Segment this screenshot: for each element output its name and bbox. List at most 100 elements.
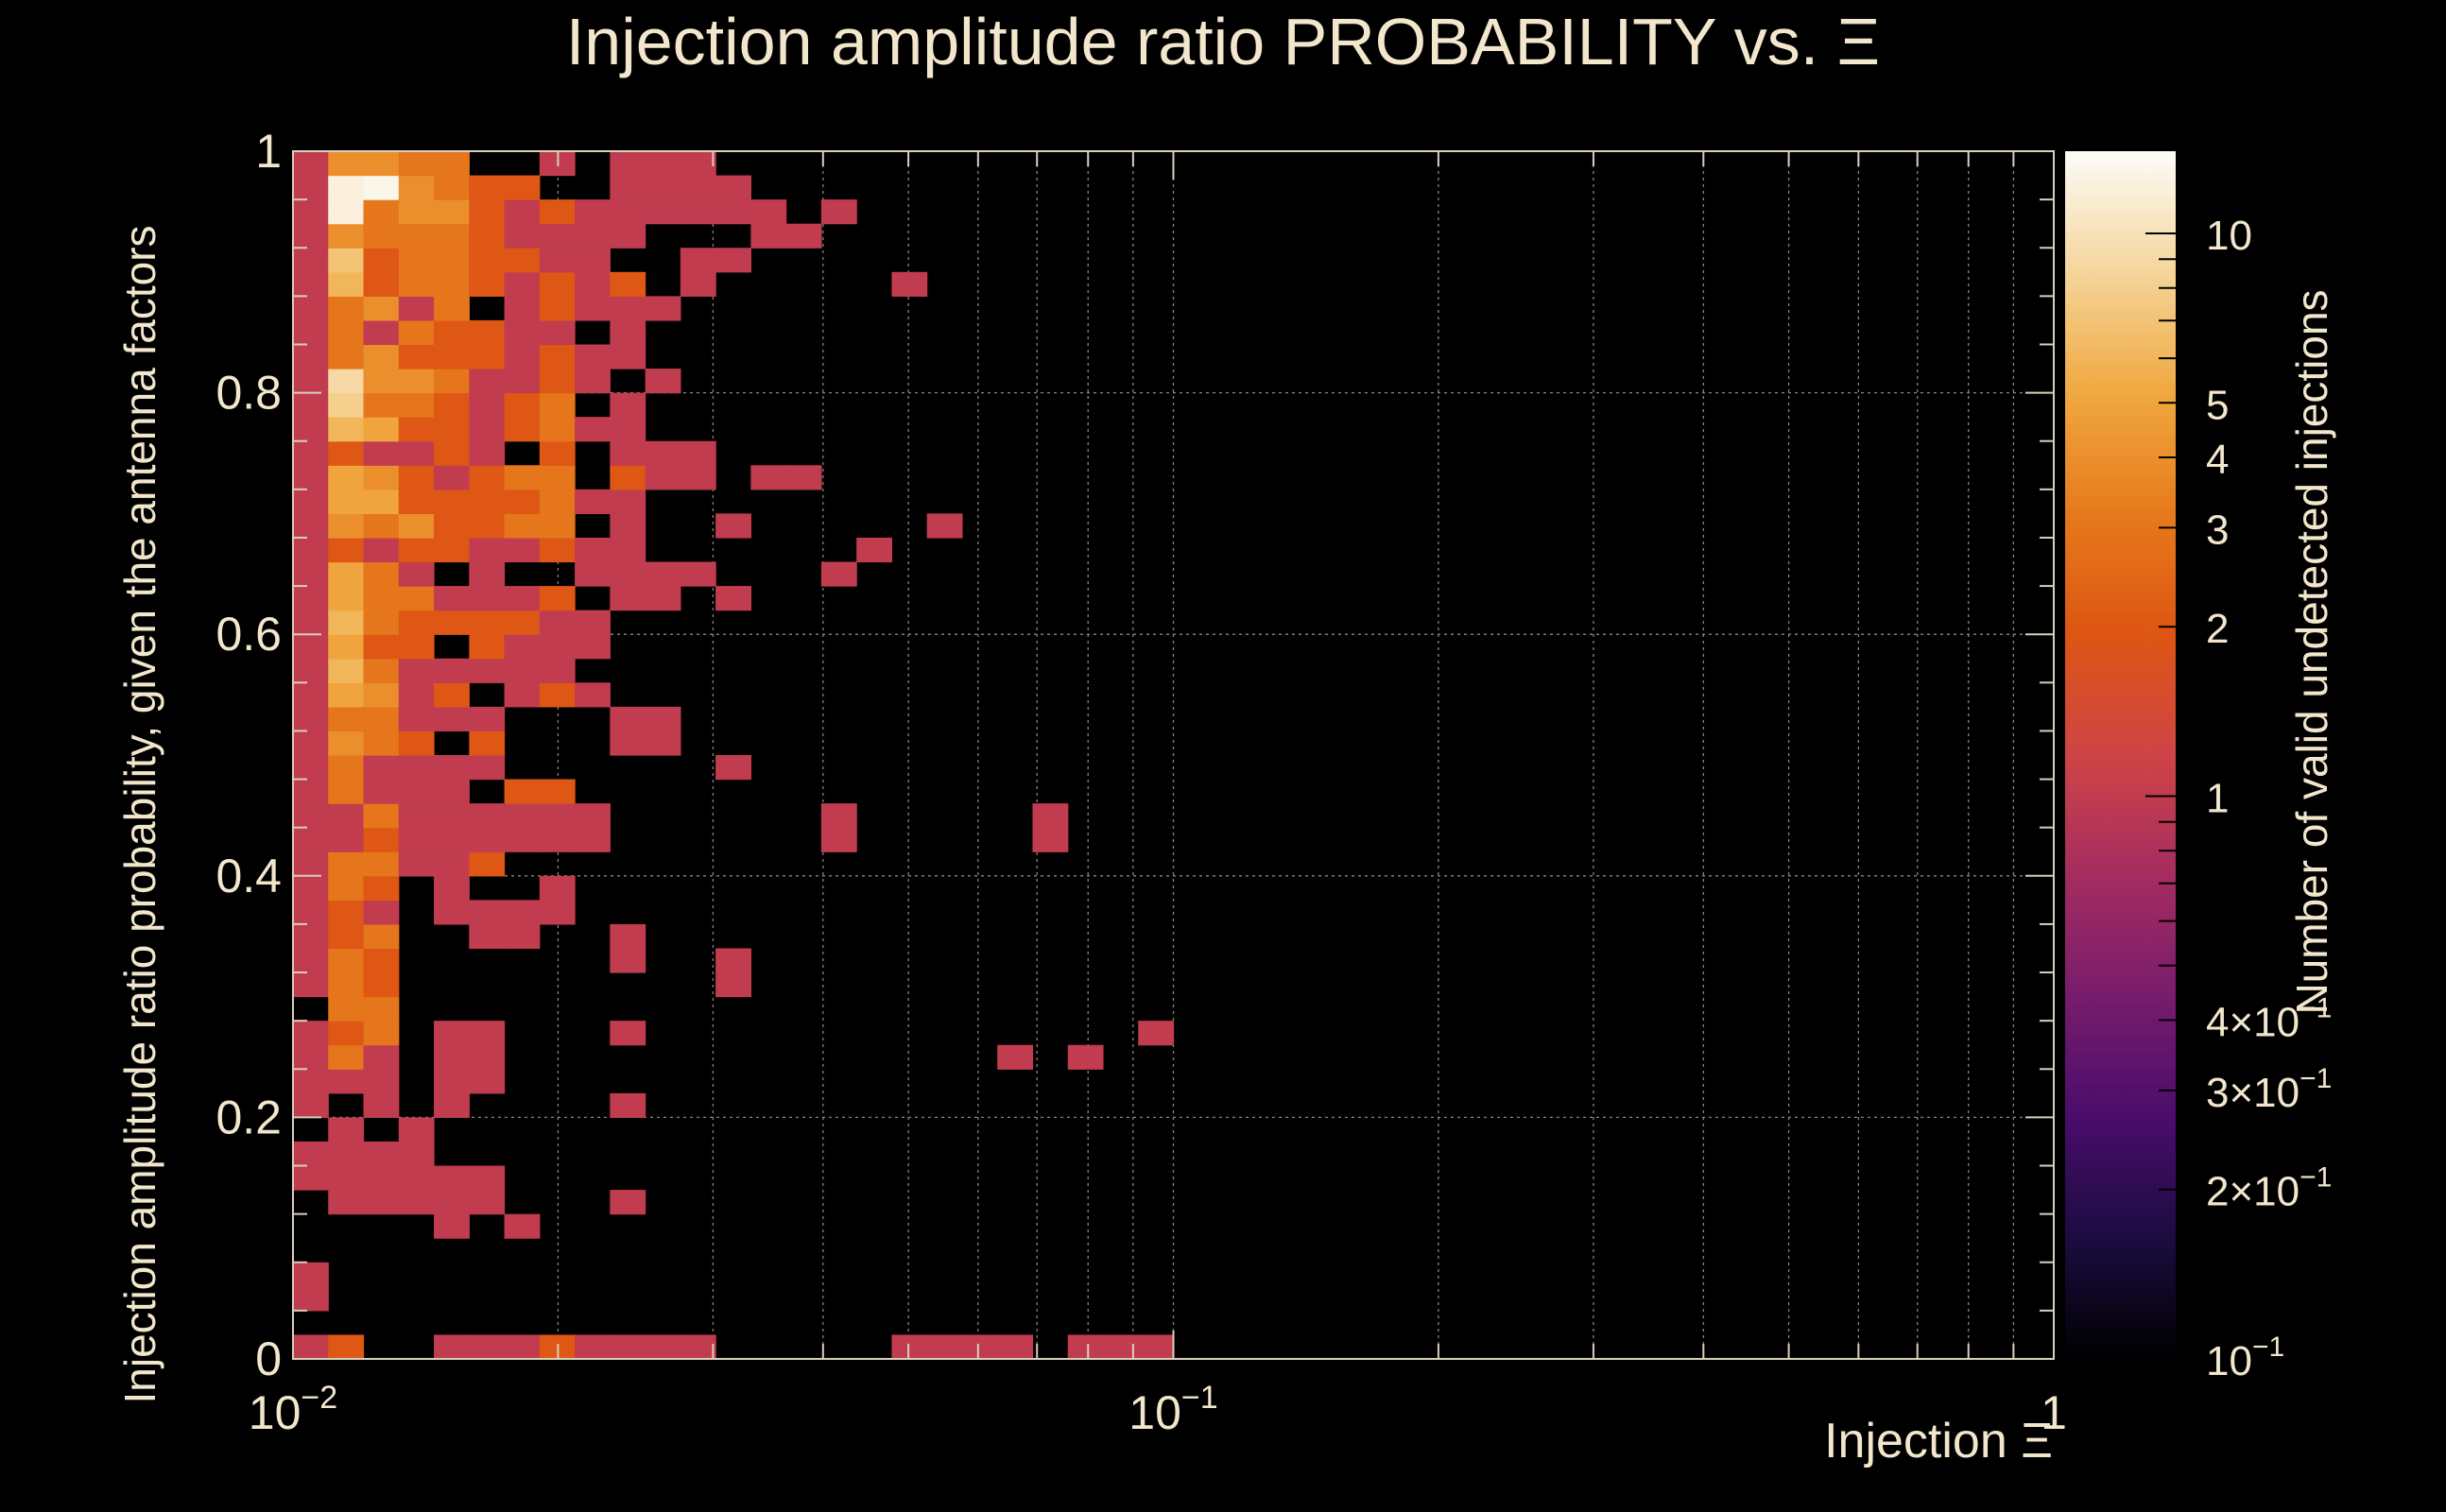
heatmap-cells xyxy=(293,151,1175,1360)
heatmap-cell xyxy=(610,1190,646,1215)
heatmap-cell xyxy=(293,803,329,829)
heatmap-cell xyxy=(469,586,506,611)
color-scale-tick-label: 2 xyxy=(2206,606,2229,652)
heatmap-cell xyxy=(610,223,646,249)
heatmap-cell xyxy=(575,489,611,514)
heatmap-cell xyxy=(504,223,541,249)
heatmap-cell xyxy=(363,1044,400,1070)
heatmap-cell xyxy=(328,369,365,394)
heatmap-cell xyxy=(293,392,329,418)
heatmap-cell xyxy=(434,248,470,273)
heatmap-cell xyxy=(504,392,541,418)
heatmap-cell xyxy=(328,1141,365,1167)
heatmap-cell xyxy=(610,948,646,973)
heatmap-cell xyxy=(997,1334,1034,1360)
chart-title: Injection amplitude ratio PROBABILITY vs… xyxy=(566,5,1880,78)
heatmap-cell xyxy=(363,779,400,804)
heatmap-cell xyxy=(504,513,541,539)
heatmap-cell xyxy=(785,223,822,249)
heatmap-cell xyxy=(820,803,857,829)
heatmap-cell xyxy=(434,706,470,732)
heatmap-cell xyxy=(610,199,646,225)
heatmap-cell xyxy=(434,900,470,925)
heatmap-cell xyxy=(575,344,611,369)
heatmap-cell xyxy=(398,489,435,514)
heatmap-cell xyxy=(434,296,470,321)
heatmap-cell xyxy=(328,513,365,539)
heatmap-cell xyxy=(469,440,506,466)
heatmap-cell xyxy=(434,223,470,249)
heatmap-cell xyxy=(293,199,329,225)
heatmap-cell xyxy=(469,1165,506,1191)
heatmap-cell xyxy=(363,634,400,660)
heatmap-cell xyxy=(539,223,576,249)
heatmap-cell xyxy=(750,465,787,490)
heatmap-cell xyxy=(293,875,329,901)
y-axis: 0 0.2 0.4 0.6 0.8 1 xyxy=(215,125,2054,1385)
heatmap-cell xyxy=(363,248,400,273)
heatmap-cell xyxy=(504,1334,541,1360)
heatmap-cell xyxy=(1138,1021,1175,1046)
heatmap-cell xyxy=(363,369,400,394)
heatmap-cell xyxy=(575,248,611,273)
heatmap-cell xyxy=(434,1021,470,1046)
heatmap-cell xyxy=(293,923,329,950)
heatmap-cell xyxy=(750,199,787,225)
heatmap-cell xyxy=(539,344,576,369)
heatmap-cell xyxy=(363,996,400,1022)
heatmap-cell xyxy=(645,151,681,177)
heatmap-cell xyxy=(328,730,365,756)
heatmap-cell xyxy=(434,1213,470,1239)
heatmap-cell xyxy=(293,755,329,781)
heatmap-cell xyxy=(504,658,541,683)
heatmap-cell xyxy=(539,489,576,514)
heatmap-cell xyxy=(398,223,435,249)
heatmap-cell xyxy=(293,537,329,563)
heatmap-cell xyxy=(293,417,329,442)
heatmap-cell xyxy=(575,682,611,708)
heatmap-cell xyxy=(469,223,506,249)
heatmap-cell xyxy=(575,296,611,321)
heatmap-cell xyxy=(645,586,681,611)
heatmap-cell xyxy=(328,537,365,563)
heatmap-cell xyxy=(398,199,435,225)
heatmap-cell xyxy=(469,1044,506,1070)
heatmap-cell xyxy=(293,248,329,273)
heatmap-cell xyxy=(328,996,365,1022)
heatmap-cell xyxy=(363,972,400,998)
heatmap-cell xyxy=(398,513,435,539)
heatmap-cell xyxy=(434,175,470,200)
heatmap-cell xyxy=(469,658,506,683)
heatmap-cell xyxy=(434,271,470,297)
heatmap-cell xyxy=(575,803,611,829)
heatmap-cell xyxy=(328,682,365,708)
heatmap-cell xyxy=(610,1021,646,1046)
heatmap-cell xyxy=(504,827,541,852)
heatmap-cell xyxy=(715,586,751,611)
heatmap-cell xyxy=(469,1190,506,1215)
heatmap-cell xyxy=(610,706,646,732)
heatmap-cell xyxy=(328,392,365,418)
heatmap-cell xyxy=(293,1286,329,1312)
heatmap-cell xyxy=(293,1165,329,1191)
heatmap-cell xyxy=(434,875,470,901)
heatmap-cell xyxy=(363,923,400,950)
heatmap-cell xyxy=(434,851,470,877)
heatmap-cell xyxy=(328,658,365,683)
heatmap-cell xyxy=(398,1165,435,1191)
heatmap-cell xyxy=(293,634,329,660)
heatmap-cell xyxy=(363,1190,400,1215)
heatmap-cell xyxy=(469,923,506,950)
heatmap-cell xyxy=(328,465,365,490)
heatmap-cell xyxy=(398,369,435,394)
heatmap-cell xyxy=(715,755,751,781)
heatmap-cell xyxy=(328,586,365,611)
heatmap-cell xyxy=(328,248,365,273)
y-tick-label: 0.6 xyxy=(215,608,282,661)
heatmap-cell xyxy=(293,1141,329,1167)
heatmap-cell xyxy=(328,319,365,346)
heatmap-cell xyxy=(610,151,646,177)
heatmap-cell xyxy=(293,369,329,394)
heatmap-cell xyxy=(398,1190,435,1215)
heatmap-cell xyxy=(469,465,506,490)
